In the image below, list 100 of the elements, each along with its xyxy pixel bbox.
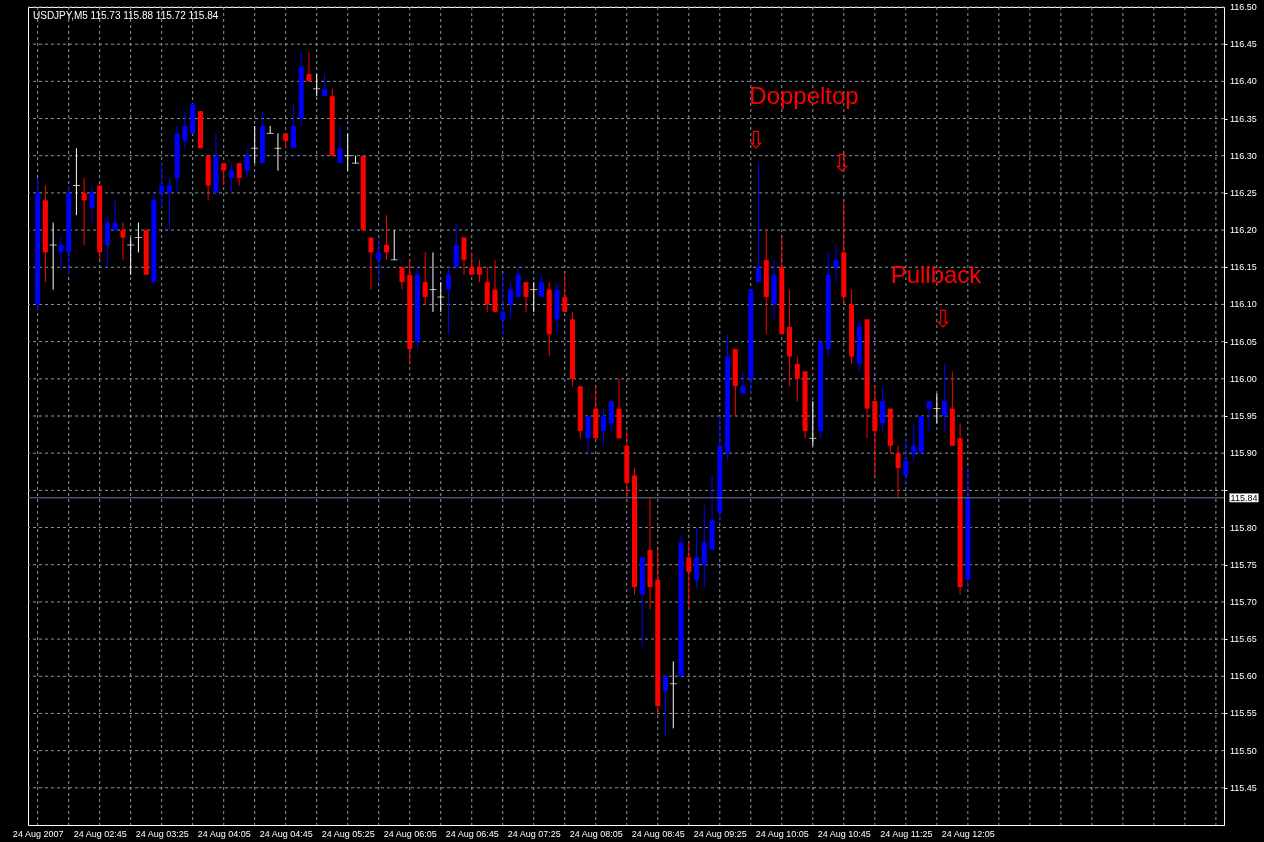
x-tick-label: 24 Aug 11:25 [880,828,933,839]
candlestick [833,244,839,283]
x-tick-label: 24 Aug 03:25 [135,828,189,839]
candlestick [228,162,234,194]
y-tick-label: 115.45 [1230,782,1257,793]
candlestick [562,274,568,313]
candlestick [469,251,475,276]
y-tick-label: 116.30 [1230,150,1257,161]
x-tick-label: 24 Aug 06:05 [383,828,437,839]
y-tick-label: 116.50 [1230,2,1257,12]
candlestick [484,266,490,313]
candlestick [933,393,941,424]
candlestick [608,400,614,432]
candlestick [351,155,359,164]
candlestick [809,400,817,447]
candlestick [383,214,389,261]
candlestick [89,184,95,224]
y-tick-label: 115.90 [1230,448,1257,459]
candlestick [127,237,135,276]
candlestick [508,281,513,320]
candlestick [740,370,746,395]
candlestick [903,437,909,484]
chart-title: USDJPY,M5 115.73 115.88 115.72 115.84 [33,10,219,21]
candlestick [344,132,352,172]
y-tick-label: 115.95 [1230,411,1257,421]
candlestick [251,125,259,164]
candlestick [686,541,692,610]
y-tick-label: 115.55 [1230,708,1257,719]
candlestick [58,237,64,268]
x-tick-label: 24 Aug 08:05 [569,828,623,839]
y-tick-label: 115.75 [1230,559,1257,570]
y-tick-label: 116.45 [1230,39,1257,50]
y-tick-label: 116.25 [1230,187,1257,198]
candlestick [429,251,437,313]
candlestick [794,356,800,402]
x-tick-label: 24 Aug 08:45 [631,828,685,839]
ref-line-label: 115.84 [1230,492,1258,503]
candlestick [306,51,312,82]
x-tick-label: 24 Aug 07:25 [507,828,561,839]
candlestick [453,222,459,268]
candlestick [523,281,529,313]
annotation: ⇩ [745,126,767,153]
candlestick [669,660,677,729]
candlestick [313,73,321,97]
candlestick [895,445,901,499]
candlestick [81,177,87,246]
candlestick [182,110,188,149]
candlestick [399,266,405,291]
annotation: Doppeltop [749,82,859,109]
candlestick [368,237,374,291]
candlestick [134,222,142,253]
y-tick-label: 115.65 [1230,634,1257,645]
y-tick-label: 116.15 [1230,262,1257,273]
x-tick-label: 24 Aug 09:25 [693,828,747,839]
candlestick [911,422,917,462]
candlestick [221,162,227,186]
x-tick-label: 24 Aug 04:45 [259,828,313,839]
annotation: Pullback [890,261,983,288]
candlestick [112,199,118,231]
candlestick [337,125,343,164]
candlestick [926,400,932,432]
candlestick [104,214,110,268]
candlestick [500,274,506,335]
candlestick [694,527,700,588]
candlestick [461,237,467,276]
candlestick [663,675,669,737]
candlestick [120,222,126,261]
candlestick [585,415,591,454]
y-tick-label: 115.70 [1230,596,1257,607]
y-tick-label: 115.80 [1230,522,1257,533]
candlestick [290,103,296,149]
x-tick-label: 24 Aug 04:05 [197,828,251,839]
y-tick-label: 116.40 [1230,76,1257,87]
candlestick [244,147,250,179]
y-tick-label: 115.50 [1230,745,1257,756]
x-tick-label: 24 Aug 06:45 [445,828,499,839]
candlestick [756,162,762,283]
candlestick [437,281,445,313]
candlestick [880,385,886,432]
candlestick [942,363,948,432]
y-tick-label: 115.60 [1230,671,1257,682]
annotation: ⇩ [831,149,853,176]
candlestick [515,266,521,298]
candlestick [49,222,57,291]
annotation: ⇩ [932,305,954,332]
candlestick [530,281,538,313]
candlestick [72,147,80,216]
x-tick-label: 24 Aug 05:25 [321,828,375,839]
candlestick [236,162,242,186]
y-tick-label: 116.20 [1230,225,1257,236]
x-tick-label: 24 Aug 10:45 [817,828,871,839]
candlestick [390,229,398,261]
candlestick [492,259,498,313]
candlestick [422,251,428,305]
x-tick-label: 24 Aug 2007 [12,828,64,839]
candlestick [166,177,172,231]
x-tick-label: 24 Aug 02:45 [73,828,127,839]
x-tick-label: 24 Aug 10:05 [755,828,809,839]
y-tick-label: 116.35 [1230,113,1257,124]
candlestick [266,125,274,134]
